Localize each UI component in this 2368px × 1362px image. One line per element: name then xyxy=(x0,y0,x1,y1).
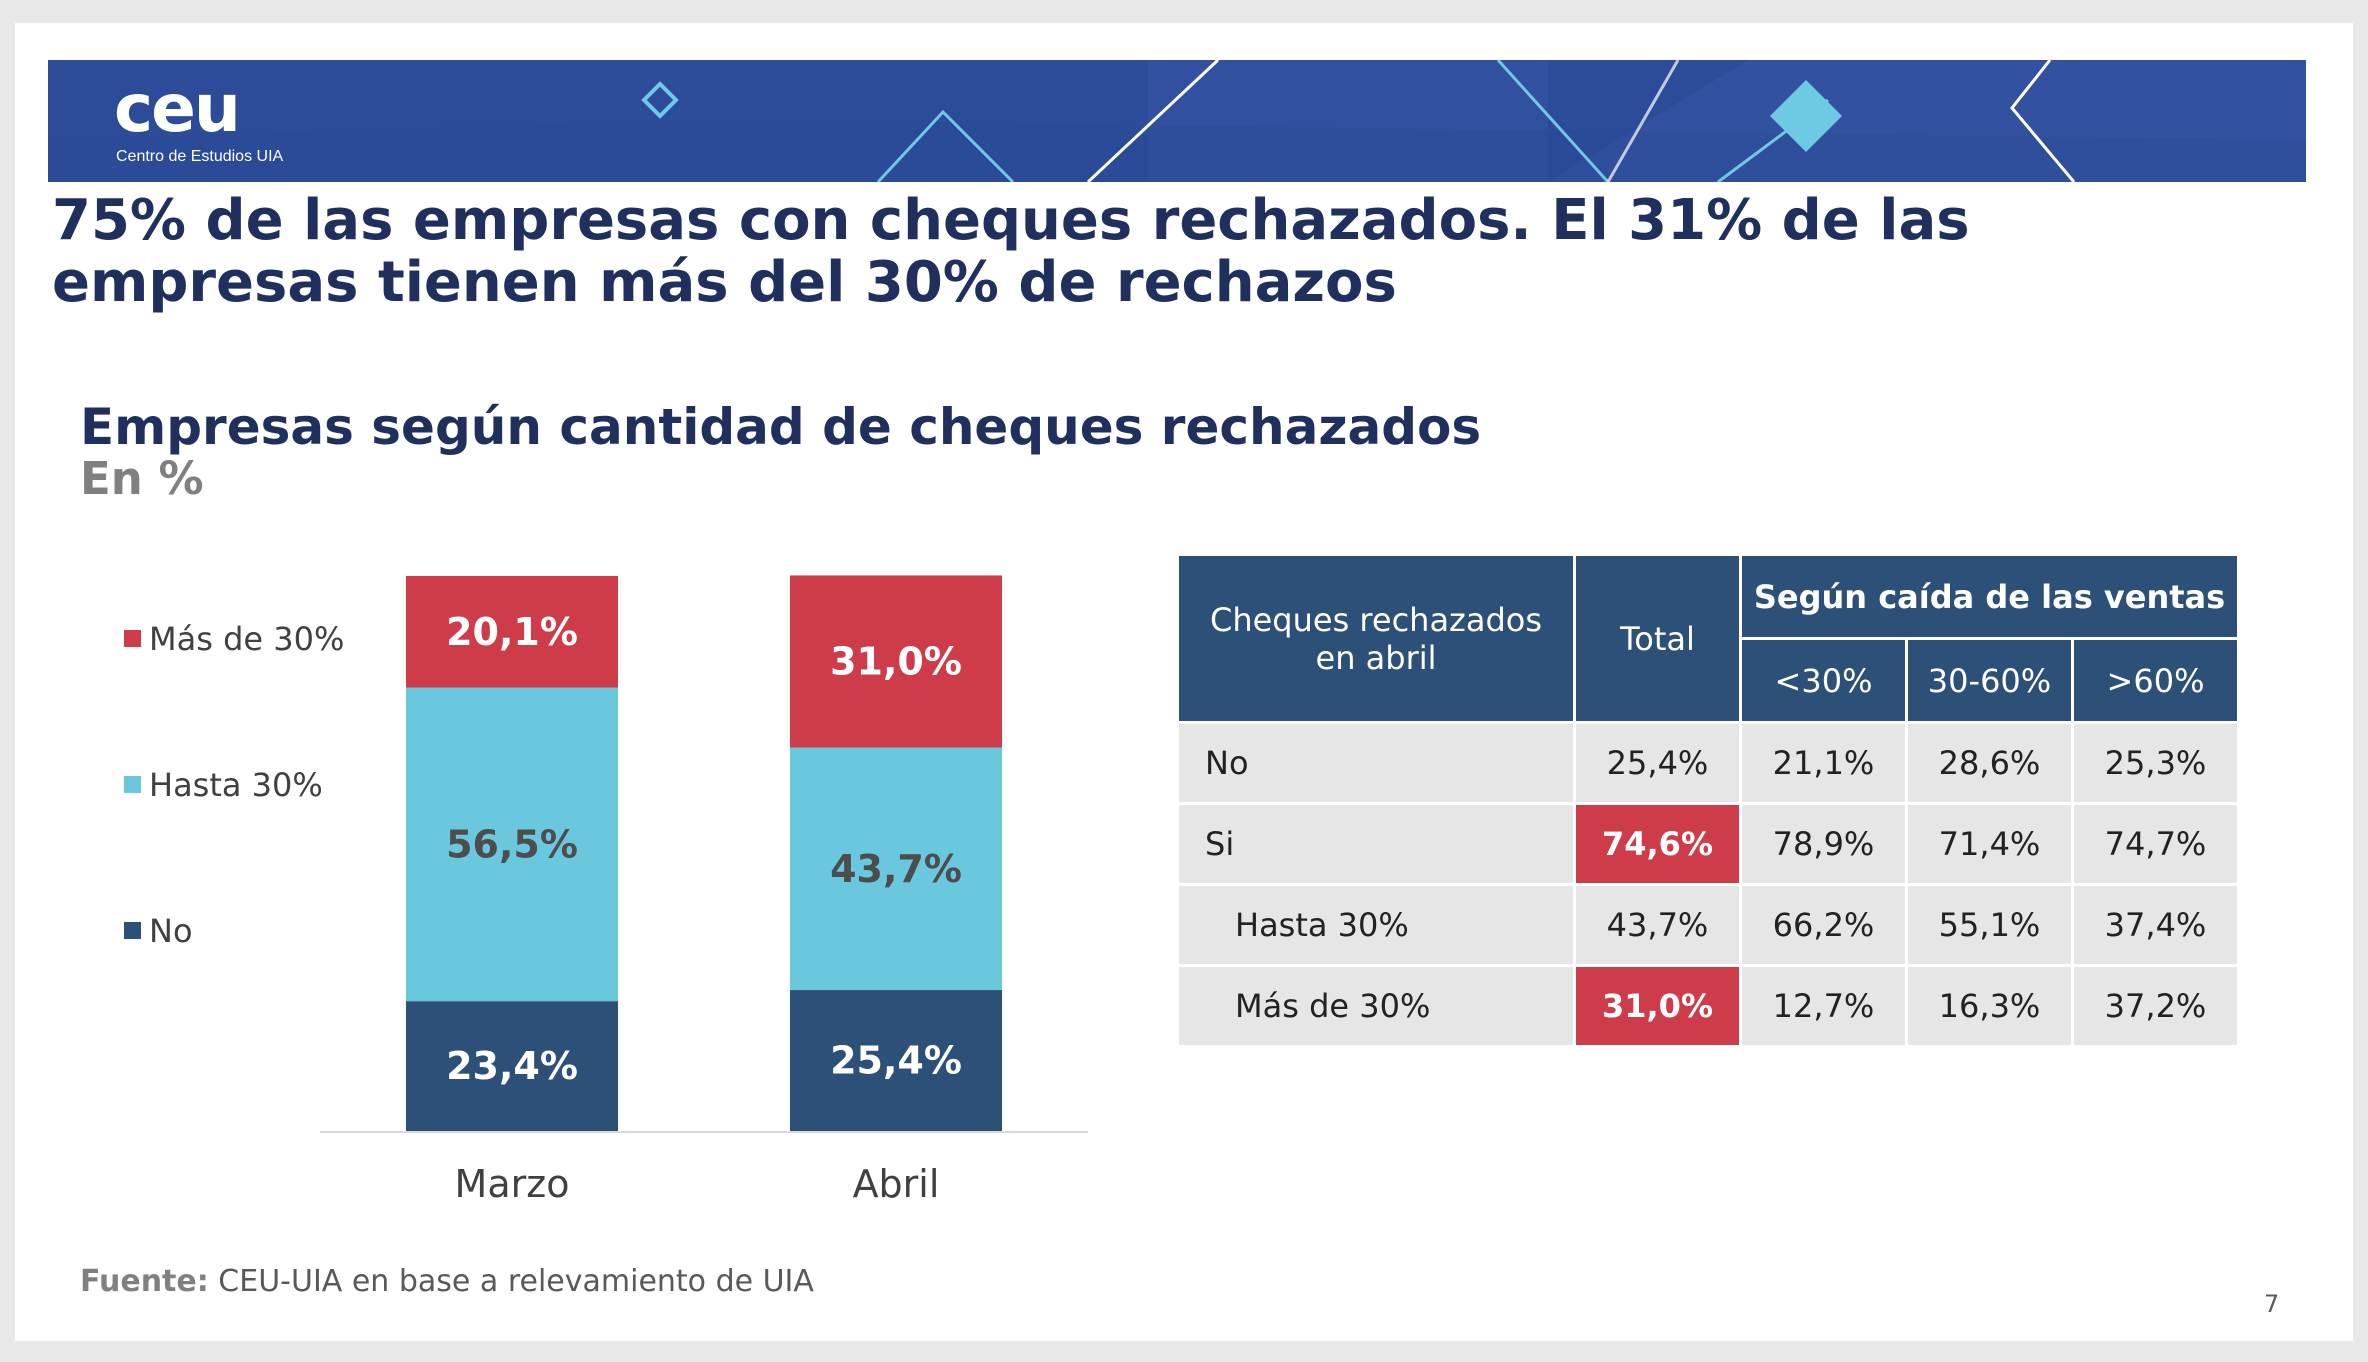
row-label: Más de 30% xyxy=(1176,964,1576,1048)
cell-value: 74,7% xyxy=(2071,802,2240,886)
cell-value: 71,4% xyxy=(1905,802,2074,886)
table-header-total: Total xyxy=(1573,553,1742,724)
legend-swatch xyxy=(124,629,141,647)
table-row: Si 74,6% 78,9% 71,4% 74,7% xyxy=(1176,802,2240,886)
x-tick-label: Abril xyxy=(853,1162,940,1206)
slide-title: 75% de las empresas con cheques rechazad… xyxy=(52,188,1970,315)
bar-data-label: 20,1% xyxy=(446,610,578,654)
bar-data-label: 25,4% xyxy=(830,1039,962,1083)
row-label: Si xyxy=(1176,802,1576,886)
cell-value: 25,3% xyxy=(2071,721,2240,805)
cell-value: 37,4% xyxy=(2071,883,2240,967)
page-number: 7 xyxy=(2264,1290,2280,1318)
legend-swatch xyxy=(124,921,141,939)
bar-segment xyxy=(406,576,618,688)
bar-segment xyxy=(406,1001,618,1131)
cell-value: 28,6% xyxy=(1905,721,2074,805)
table-row: Más de 30% 31,0% 12,7% 16,3% 37,2% xyxy=(1176,964,2240,1048)
cell-total-highlight: 74,6% xyxy=(1573,802,1742,886)
x-tick-label: Marzo xyxy=(455,1162,570,1206)
table-row: No 25,4% 21,1% 28,6% 25,3% xyxy=(1176,721,2240,805)
bar-segment xyxy=(790,990,1002,1131)
legend-label: No xyxy=(149,912,193,950)
table-header-group: Según caída de las ventas xyxy=(1739,553,2240,640)
cell-total: 43,7% xyxy=(1573,883,1742,967)
chart-subtitle: En % xyxy=(80,452,204,505)
bar-data-label: 23,4% xyxy=(446,1044,578,1088)
cell-value: 21,1% xyxy=(1739,721,1908,805)
cell-value: 55,1% xyxy=(1905,883,2074,967)
source-text: CEU-UIA en base a relevamiento de UIA xyxy=(218,1264,814,1299)
table-row: Hasta 30% 43,7% 66,2% 55,1% 37,4% xyxy=(1176,883,2240,967)
legend-swatch xyxy=(124,775,141,793)
bar-segment xyxy=(406,687,618,1002)
cell-value: 16,3% xyxy=(1905,964,2074,1048)
source-label: Fuente: xyxy=(80,1264,209,1299)
banner-decoration xyxy=(48,60,2306,182)
bar-data-label: 56,5% xyxy=(446,822,578,866)
cell-value: 66,2% xyxy=(1739,883,1908,967)
row-label: Hasta 30% xyxy=(1176,883,1576,967)
bar-segment xyxy=(790,575,1002,748)
bar-data-label: 43,7% xyxy=(830,847,962,891)
ceu-logo-subtitle: Centro de Estudios UIA xyxy=(116,148,284,165)
cell-value: 12,7% xyxy=(1739,964,1908,1048)
table-subheader: >60% xyxy=(2071,637,2240,724)
table-header-cheques: Cheques rechazados en abril xyxy=(1176,553,1576,724)
ceu-logo: ceu xyxy=(114,70,241,147)
source-note: Fuente: CEU-UIA en base a relevamiento d… xyxy=(80,1264,814,1299)
chart-title: Empresas según cantidad de cheques recha… xyxy=(80,398,1482,456)
legend-item: Más de 30% xyxy=(124,620,344,658)
legend-item: Hasta 30% xyxy=(124,766,323,804)
row-label: No xyxy=(1176,721,1576,805)
cell-total-highlight: 31,0% xyxy=(1573,964,1742,1048)
bar-data-label: 31,0% xyxy=(830,639,962,683)
table-subheader: 30-60% xyxy=(1905,637,2074,724)
cheques-table: Cheques rechazados en abril Total Según … xyxy=(1176,553,2240,1048)
cell-value: 37,2% xyxy=(2071,964,2240,1048)
header-banner: ceu Centro de Estudios UIA xyxy=(48,60,2306,182)
cell-value: 78,9% xyxy=(1739,802,1908,886)
cell-total: 25,4% xyxy=(1573,721,1742,805)
legend-label: Más de 30% xyxy=(149,620,345,658)
legend-item: No xyxy=(124,912,193,950)
table-subheader: <30% xyxy=(1739,637,1908,724)
legend-label: Hasta 30% xyxy=(149,766,323,804)
bar-segment xyxy=(790,747,1002,991)
chart-legend: Más de 30% Hasta 30% No xyxy=(124,0,364,1362)
